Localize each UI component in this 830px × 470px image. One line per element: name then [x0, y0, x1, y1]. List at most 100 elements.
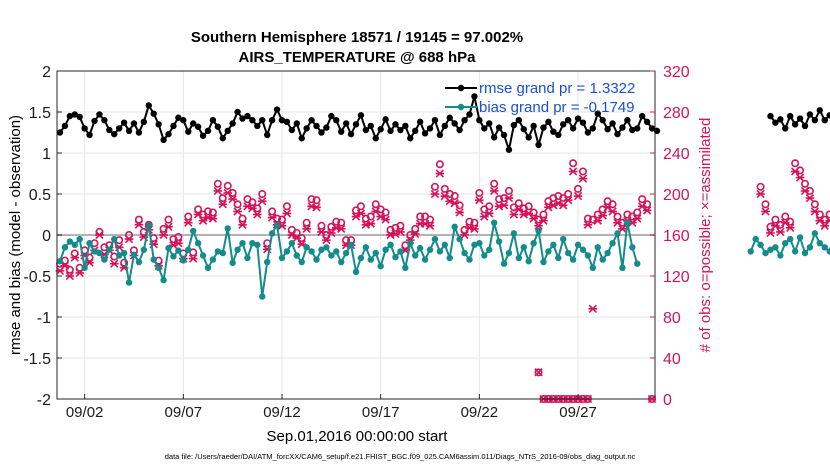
obs-possible-marker — [470, 218, 479, 227]
obs-possible-marker — [307, 195, 316, 204]
y-right-tick-label: 200 — [663, 187, 690, 204]
obs-possible-marker — [351, 206, 360, 215]
y-left-tick-label: -0.5 — [23, 269, 51, 286]
obs-assimilated-marker — [613, 218, 622, 227]
obs-assimilated-marker — [563, 195, 573, 205]
obs-possible-marker — [450, 192, 459, 201]
rmse-point — [234, 108, 241, 116]
rmse-point — [767, 112, 774, 120]
bias-point — [752, 235, 759, 243]
obs-assimilated-marker — [484, 209, 494, 218]
obs-assimilated-marker — [618, 224, 627, 234]
y-left-tick-label: -1 — [37, 310, 51, 327]
rmse-point — [397, 126, 404, 134]
rmse-point — [170, 122, 177, 130]
bias-point — [278, 254, 286, 262]
obs-assimilated-stroke — [534, 368, 543, 377]
legend-bias-label: bias grand pr = -0.1749 — [479, 99, 635, 116]
rmse-point — [520, 126, 527, 133]
obs-possible-marker — [134, 215, 143, 224]
bias-point — [796, 234, 804, 241]
rmse-point — [421, 130, 429, 137]
bias-point — [352, 268, 360, 276]
bias-point — [204, 264, 212, 271]
rmse-point — [446, 114, 453, 121]
obs-assimilated-marker — [223, 188, 233, 198]
rmse-point — [278, 117, 286, 124]
x-tick-label: 09/17 — [362, 404, 400, 421]
rmse-point — [782, 125, 789, 132]
bias-point — [372, 249, 379, 257]
rmse-point — [303, 125, 310, 132]
data-file-footer: data file: /Users/raeder/DAI/ATM_forcXX/… — [165, 452, 636, 461]
y-right-tick-label: 240 — [663, 146, 690, 163]
obs-possible-marker — [218, 194, 227, 203]
obs-possible-marker — [213, 179, 222, 188]
bias-point — [96, 249, 103, 257]
bias-point — [569, 256, 577, 263]
rmse-point — [638, 112, 646, 120]
obs-assimilated-marker — [322, 235, 331, 245]
obs-assimilated-marker — [499, 201, 509, 210]
rmse-point — [125, 127, 133, 135]
bias-point — [525, 258, 532, 265]
bias-point — [81, 264, 88, 271]
bias-series — [56, 219, 830, 300]
obs-possible-marker — [534, 368, 543, 377]
rmse-point — [165, 130, 172, 138]
rmse-point — [259, 117, 266, 124]
rmse-point — [229, 120, 236, 127]
rmse-point — [648, 125, 656, 132]
obs-possible-marker — [791, 159, 800, 168]
bias-point — [125, 279, 133, 286]
rmse-point — [342, 120, 350, 127]
rmse-point — [505, 146, 513, 153]
obs-possible-marker — [578, 167, 587, 176]
bias-point — [130, 251, 138, 258]
rmse-point — [130, 120, 138, 127]
bias-point — [431, 235, 439, 243]
obs-possible-marker — [337, 218, 346, 227]
rmse-point — [377, 126, 384, 133]
bias-point — [791, 248, 799, 255]
obs-possible-marker — [815, 210, 824, 219]
obs-possible-marker — [194, 205, 203, 214]
bias-point — [421, 256, 429, 263]
bias-point — [811, 230, 819, 237]
rmse-point — [535, 141, 542, 148]
rmse-point — [826, 112, 830, 119]
rmse-point — [283, 118, 291, 126]
bias-point — [490, 219, 498, 226]
rmse-point — [199, 132, 207, 139]
rmse-point — [273, 106, 281, 113]
obs-possible-marker — [810, 200, 819, 209]
bias-point — [560, 235, 567, 243]
rmse-point — [599, 117, 606, 124]
obs-assimilated-marker — [174, 239, 183, 248]
obs-possible-marker — [430, 182, 439, 191]
rmse-point — [624, 117, 631, 124]
obs-assimilated-marker — [539, 216, 548, 225]
bias-point — [239, 240, 246, 247]
y-right-tick-label: 40 — [663, 351, 681, 368]
y-axis-left-label: rmse and bias (model - observation) — [7, 115, 24, 355]
obs-assimilated-marker — [253, 210, 262, 219]
bias-point — [140, 246, 148, 253]
rmse-point — [643, 118, 651, 126]
bias-point — [333, 248, 340, 255]
rmse-point — [244, 112, 251, 120]
rmse-point — [786, 112, 794, 120]
obs-possible-marker — [613, 212, 622, 221]
obs-possible-marker — [174, 233, 183, 242]
bias-point — [471, 241, 478, 249]
rmse-point — [619, 124, 626, 131]
rmse-point — [254, 122, 261, 130]
rmse-point — [569, 125, 577, 132]
rmse-point — [66, 112, 74, 120]
obs-possible-marker — [371, 200, 380, 209]
rmse-point — [120, 119, 128, 126]
obs-assimilated-marker — [534, 368, 543, 377]
obs-assimilated-marker — [425, 221, 435, 230]
rmse-point — [486, 120, 493, 127]
obs-assimilated-marker — [805, 193, 815, 203]
